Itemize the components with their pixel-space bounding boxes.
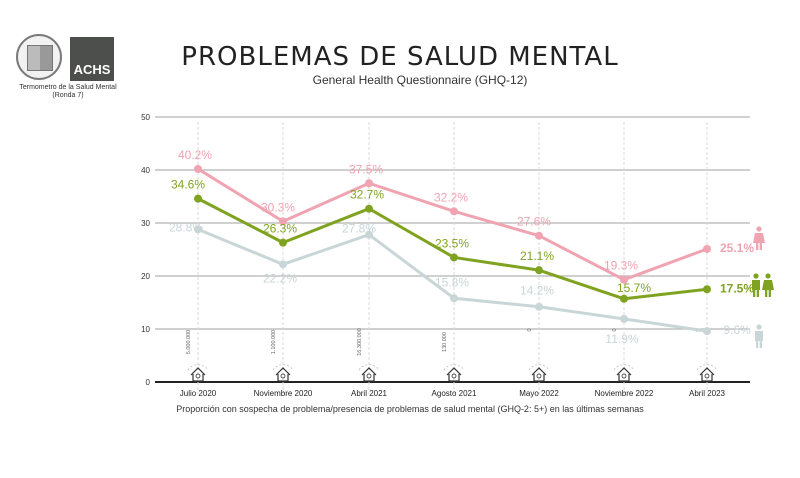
data-label: 22.2%	[263, 271, 297, 285]
woman-icon	[753, 226, 765, 250]
y-tick-label: 50	[141, 113, 150, 122]
data-point	[535, 302, 543, 311]
data-label: 27.8%	[342, 222, 376, 236]
data-point	[620, 275, 628, 284]
house-icon	[696, 364, 718, 382]
y-tick-label: 30	[141, 219, 150, 228]
house-icon	[187, 364, 209, 382]
house-icon	[528, 364, 550, 382]
x-tick-label: Mayo 2022	[519, 389, 559, 398]
x-tick-label: Abril 2021	[351, 389, 388, 398]
data-label: 27.6%	[517, 215, 551, 229]
y-tick-label: 10	[141, 325, 150, 334]
university-seal-logo	[16, 34, 62, 80]
y-tick-label: 0	[146, 378, 151, 387]
data-label: 19.3%	[604, 259, 638, 273]
data-point	[450, 294, 458, 303]
data-point	[194, 164, 202, 173]
data-label: 34.6%	[171, 178, 205, 192]
data-point	[279, 260, 287, 269]
x-tick-label: Noviembre 2022	[595, 389, 654, 398]
couple-icon-woman	[762, 273, 774, 297]
annotation-label: 1.100.000	[271, 330, 277, 354]
x-tick-label: Agosto 2021	[432, 389, 477, 398]
data-point	[535, 231, 543, 240]
data-point	[194, 225, 202, 234]
data-label: 21.1%	[520, 249, 554, 263]
x-tick-label: Noviembre 2020	[254, 389, 313, 398]
chart-title: PROBLEMAS DE SALUD MENTAL	[181, 42, 619, 72]
data-point	[194, 194, 202, 203]
data-label: 30.3%	[261, 200, 295, 214]
data-label: 9.6%	[723, 323, 751, 337]
data-label: 37.5%	[349, 162, 383, 176]
data-label: 15.8%	[435, 275, 469, 289]
x-axis-caption: Proporción con sospecha de problema/pres…	[176, 404, 644, 414]
data-label: 14.2%	[520, 284, 554, 298]
data-label: 26.3%	[263, 222, 297, 236]
data-point	[703, 244, 711, 253]
house-icon	[272, 364, 294, 382]
data-label: 40.2%	[178, 148, 212, 162]
data-point	[365, 230, 373, 239]
data-label: 15.7%	[617, 281, 651, 295]
x-tick-label: Abril 2023	[689, 389, 726, 398]
data-label: 32.7%	[350, 188, 384, 202]
annotation-label: 16.300.000	[357, 328, 363, 356]
data-point	[279, 238, 287, 247]
chart-subtitle: General Health Questionnaire (GHQ-12)	[312, 73, 528, 87]
house-icon	[443, 364, 465, 382]
annotation-label: 0	[527, 328, 533, 331]
couple-icon-man	[752, 273, 760, 297]
x-tick-label: Julio 2020	[180, 389, 217, 398]
annotation-label: 130.000	[442, 332, 448, 352]
data-point	[365, 204, 373, 213]
data-label: 11.9%	[605, 332, 638, 346]
data-point	[620, 314, 628, 323]
data-point	[535, 266, 543, 275]
house-icon	[358, 364, 380, 382]
data-label: 32.2%	[434, 190, 468, 204]
man-icon	[755, 324, 763, 348]
data-point	[365, 179, 373, 188]
data-point	[450, 253, 458, 262]
logo-caption: Termometro de la Salud Mental (Ronda 7)	[19, 84, 117, 99]
achs-logo: ACHS	[70, 37, 114, 81]
data-label: 25.1%	[720, 241, 754, 255]
house-icon	[613, 364, 635, 382]
data-point	[703, 327, 711, 336]
y-tick-label: 40	[141, 166, 150, 175]
data-point	[703, 285, 711, 294]
data-label: 23.5%	[435, 236, 469, 250]
annotation-label: 5.000.000	[186, 330, 192, 354]
data-point	[450, 207, 458, 216]
data-point	[620, 294, 628, 303]
data-label: 17.5%	[720, 281, 754, 295]
y-tick-label: 20	[141, 272, 150, 281]
annotation-label: 0	[612, 328, 618, 331]
data-label: 28.8%	[169, 220, 203, 234]
data-point	[279, 217, 287, 226]
